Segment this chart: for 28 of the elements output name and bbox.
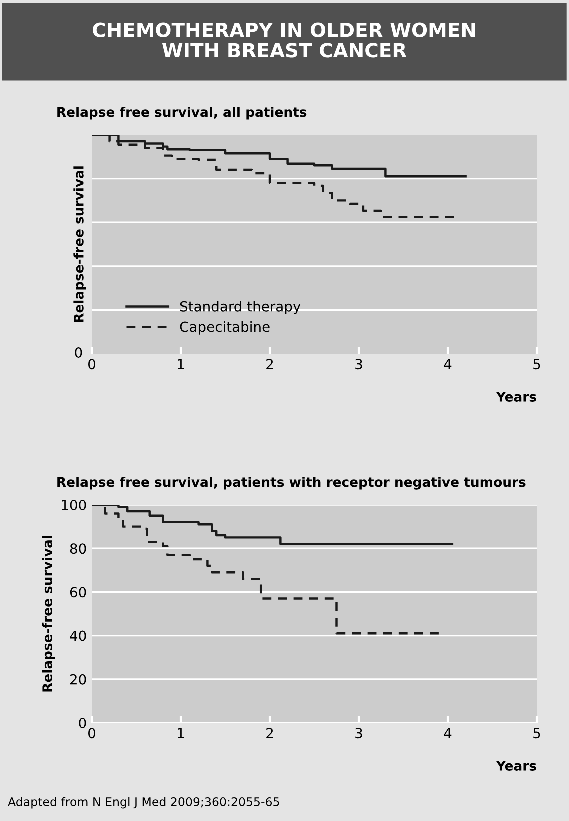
x-tick-label: 4 (444, 359, 452, 370)
chart-subtitle: Relapse free survival, patients with receptor negative tumours (58, 477, 526, 490)
y-tick-label: 80 (70, 544, 86, 554)
x-tick-label: 3 (356, 728, 362, 739)
chart-subtitle: Relapse free survival, all patients (58, 107, 307, 120)
y-tick-label: 0 (79, 718, 86, 728)
y-tick-label: 40 (70, 630, 86, 642)
x-tick-label: 5 (534, 359, 540, 370)
x-tick-label: 1 (178, 359, 184, 370)
y-axis-title: Relapse-free survival (74, 166, 86, 322)
x-axis-title: Years (496, 392, 536, 402)
x-tick-label: 2 (266, 359, 274, 370)
x-tick-label: 0 (88, 728, 96, 739)
x-axis-title: Years (496, 761, 536, 771)
legend-label: Standard therapy (180, 301, 301, 315)
y-axis-title: Relapse-free survival (42, 536, 56, 692)
x-tick-label: 4 (444, 728, 452, 738)
chart-title: CHEMOTHERAPY IN OLDER WOMEN WITH BREAST CANCER (93, 22, 476, 58)
x-tick-label: 1 (178, 728, 184, 738)
legend-label: Capecitabine (180, 321, 270, 335)
x-tick-label: 2 (266, 728, 274, 738)
x-tick-label: 3 (356, 359, 362, 370)
y-tick-label: 60 (70, 587, 86, 598)
y-tick-label: 100 (62, 500, 86, 510)
x-tick-label: 0 (88, 359, 96, 370)
text: Adapted from N Engl J Med 2009;360:2055-65 (8, 797, 280, 809)
y-tick-label: 20 (70, 674, 86, 685)
x-tick-label: 5 (534, 728, 540, 739)
